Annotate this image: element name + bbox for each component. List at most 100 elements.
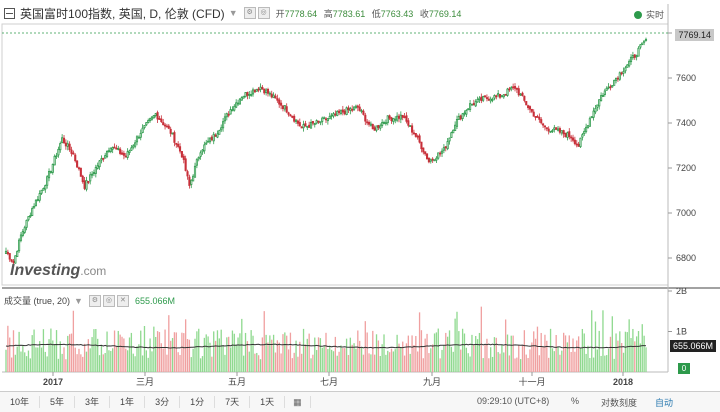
candle-body (349, 108, 352, 112)
range-10y-button[interactable]: 10年 (0, 396, 41, 408)
volume-bar (518, 345, 520, 372)
candle-body (405, 115, 408, 122)
volume-bar (475, 335, 477, 372)
candle-body (126, 151, 129, 158)
candle-body (156, 112, 159, 120)
volume-bar (226, 337, 228, 372)
volume-bar (387, 350, 389, 372)
candle-body (431, 158, 434, 161)
volume-bar (248, 351, 250, 372)
candle-body (326, 118, 329, 122)
candle-body (418, 135, 421, 143)
range-5y-button[interactable]: 5年 (40, 396, 76, 408)
volume-close-icon[interactable]: ✕ (116, 294, 129, 307)
candle-body (193, 165, 197, 178)
volume-bar (10, 357, 13, 372)
candle-body (229, 109, 232, 115)
volume-chevron-icon[interactable]: ▼ (74, 295, 83, 306)
range-1d-button[interactable]: 1天 (250, 396, 286, 408)
volume-bar (445, 332, 447, 372)
volume-bar (80, 354, 82, 372)
candle-body (195, 159, 198, 166)
volume-bar (624, 331, 627, 372)
range-3m-button[interactable]: 3分 (145, 396, 181, 408)
candle-body (624, 67, 627, 72)
percent-toggle[interactable]: % (571, 396, 580, 406)
candle-body (158, 118, 161, 120)
volume-bar (25, 356, 28, 372)
candle-body (96, 165, 99, 169)
candle-body (332, 113, 335, 117)
x-tick-label: 2017 (43, 377, 63, 387)
volume-bar (448, 330, 451, 372)
volume-bar (76, 354, 78, 372)
candle-body (508, 88, 511, 91)
volume-bar (641, 324, 643, 372)
collapse-icon[interactable] (4, 7, 15, 19)
investing-logo: Investing .com (10, 262, 106, 280)
candle-body (611, 85, 614, 88)
candle-body (77, 167, 81, 170)
candle-body (8, 253, 11, 260)
range-1m-button[interactable]: 1分 (180, 396, 216, 408)
volume-bar (615, 333, 617, 372)
volume-bar (572, 338, 574, 372)
candle-body (562, 130, 565, 135)
volume-eye-icon[interactable]: ◎ (102, 294, 115, 307)
auto-scale-toggle[interactable]: 自动 (655, 398, 674, 408)
settings-icon[interactable]: ⚙ (243, 7, 256, 19)
candle-body (397, 115, 401, 119)
volume-bar (126, 350, 129, 372)
candle-body (150, 116, 154, 120)
candle-body (309, 121, 313, 129)
candle-body (280, 102, 283, 106)
eye-icon[interactable]: ◎ (257, 7, 270, 19)
volume-bar (527, 357, 529, 372)
volume-bar (289, 332, 292, 372)
open-label: 开 (275, 8, 285, 19)
candle-body (467, 108, 470, 111)
candle-body (330, 114, 333, 117)
candle-body (117, 148, 120, 150)
volume-bar (183, 333, 185, 372)
volume-ma-line (5, 343, 647, 349)
candle-body (33, 205, 36, 209)
volume-bar (207, 336, 209, 372)
volume-bar (585, 353, 587, 372)
log-scale-toggle[interactable]: 对数刻度 (601, 398, 638, 408)
candle-body (10, 259, 13, 262)
candle-body (551, 130, 554, 132)
candle-body (72, 152, 75, 155)
candle-body (61, 137, 64, 143)
volume-settings-icon[interactable]: ⚙ (88, 294, 101, 307)
price-pane[interactable] (1, 23, 669, 286)
range-1y-button[interactable]: 1年 (110, 396, 146, 408)
volume-bar (383, 334, 385, 372)
volume-bar (566, 342, 569, 372)
candle-body (132, 145, 135, 148)
low-value: 7763.43 (380, 8, 414, 19)
candle-body (62, 137, 66, 144)
candle-body (345, 107, 348, 116)
volume-bar (93, 329, 95, 372)
range-7d-button[interactable]: 7天 (215, 396, 251, 408)
volume-bar (134, 356, 136, 372)
volume-bar (529, 349, 531, 372)
candle-body (358, 106, 361, 111)
volume-bar (564, 335, 567, 372)
candle-body (626, 64, 629, 68)
candle-body (362, 110, 365, 115)
volume-bar (533, 331, 535, 372)
volume-bar (184, 319, 187, 372)
range-3y-button[interactable]: 3年 (75, 396, 111, 408)
volume-bar (385, 354, 387, 372)
volume-bar (181, 332, 183, 372)
volume-bar (188, 339, 191, 372)
chevron-down-icon[interactable]: ▼ (228, 8, 238, 18)
calendar-icon[interactable]: ▦ (285, 396, 311, 408)
volume-bar (499, 353, 501, 372)
ohlc-readout: 开7778.64 高7783.61 低7763.43 收7769.14 (276, 7, 466, 20)
volume-bar (456, 311, 458, 372)
volume-bar (645, 347, 647, 372)
